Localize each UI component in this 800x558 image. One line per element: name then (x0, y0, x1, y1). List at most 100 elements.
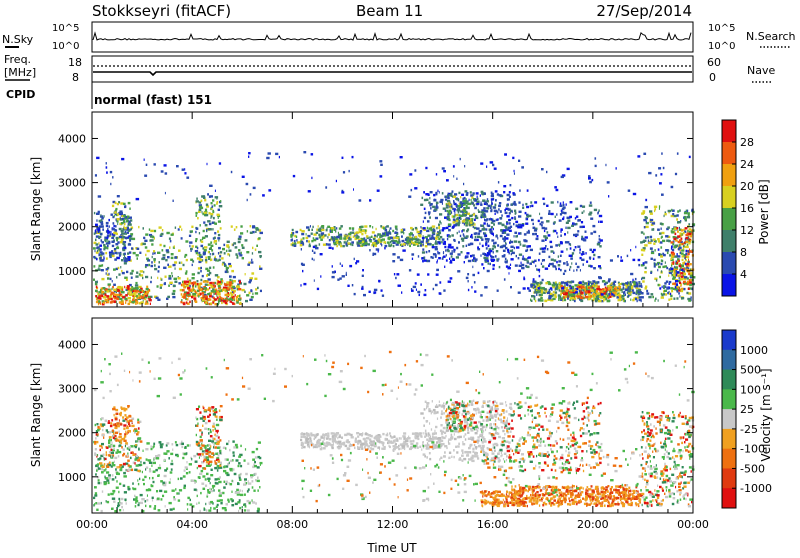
echo-cell (610, 259, 613, 261)
echo-cell (183, 303, 186, 305)
echo-cell (579, 251, 580, 253)
echo-cell (374, 289, 377, 291)
echo-cell (118, 267, 120, 269)
echo-cell (126, 220, 129, 222)
echo-cell (228, 263, 231, 265)
echo-cell (497, 244, 499, 246)
echo-cell (103, 296, 106, 298)
echo-cell (193, 281, 196, 283)
echo-cell (245, 473, 248, 475)
echo-cell (125, 302, 126, 304)
echo-cell (492, 245, 495, 247)
echo-cell (554, 186, 557, 188)
echo-cell (111, 419, 113, 421)
echo-cell (208, 298, 210, 300)
echo-cell (218, 234, 220, 236)
echo-cell (208, 451, 211, 453)
echo-cell (184, 469, 186, 471)
noise-sky-trace (93, 33, 691, 40)
echo-cell (679, 265, 682, 267)
echo-cell (103, 256, 104, 258)
echo-cell (163, 484, 166, 486)
echo-cell (239, 295, 240, 297)
echo-cell (245, 481, 246, 483)
echo-cell (424, 217, 426, 219)
echo-cell (210, 490, 213, 492)
echo-cell (353, 236, 355, 238)
echo-cell (573, 249, 575, 251)
echo-cell (502, 255, 505, 257)
echo-cell (598, 300, 601, 302)
echo-cell (181, 293, 183, 295)
echo-cell (675, 233, 677, 235)
echo-cell (609, 287, 611, 289)
echo-cell (389, 230, 390, 232)
echo-cell (466, 256, 468, 258)
echo-cell (211, 463, 212, 465)
echo-cell (461, 204, 463, 206)
echo-cell (94, 441, 96, 443)
echo-cell (443, 252, 444, 254)
echo-cell (442, 227, 445, 229)
echo-cell (259, 508, 260, 510)
echo-cell (598, 265, 601, 267)
echo-cell (106, 471, 109, 473)
echo-cell (313, 237, 315, 239)
echo-cell (526, 206, 529, 208)
echo-cell (135, 446, 137, 448)
echo-cell (114, 248, 116, 250)
echo-cell (101, 278, 104, 280)
echo-cell (447, 238, 448, 240)
echo-cell (114, 301, 116, 303)
echo-cell (439, 191, 440, 193)
echo-cell (320, 253, 323, 255)
echo-cell (575, 217, 577, 219)
echo-cell (651, 239, 652, 241)
echo-cell (415, 227, 417, 229)
echo-cell (219, 495, 222, 497)
echo-cell (635, 246, 636, 248)
echo-cell (661, 237, 662, 239)
echo-cell (354, 293, 356, 295)
echo-cell (218, 281, 221, 283)
echo-cell (448, 244, 451, 246)
echo-cell (575, 291, 578, 293)
echo-cell (459, 231, 460, 233)
echo-cell (159, 490, 162, 492)
echo-cell (477, 227, 479, 229)
echo-cell (177, 455, 179, 457)
echo-cell (457, 253, 460, 255)
echo-cell (218, 489, 220, 491)
echo-cell (233, 446, 236, 448)
echo-cell (209, 295, 212, 297)
echo-cell (456, 256, 459, 258)
echo-cell (513, 223, 515, 225)
echo-cell (118, 498, 120, 500)
echo-cell (352, 156, 354, 158)
echo-cell (484, 193, 486, 195)
echo-cell (113, 284, 116, 286)
echo-cell (214, 237, 216, 239)
echo-cell (664, 282, 666, 284)
echo-cell (101, 259, 104, 261)
echo-cell (145, 254, 146, 256)
echo-cell (115, 476, 116, 478)
echo-cell (518, 292, 521, 294)
echo-cell (171, 468, 173, 470)
echo-cell (673, 273, 676, 275)
echo-cell (106, 447, 108, 449)
echo-cell (669, 268, 672, 270)
echo-cell (487, 238, 490, 240)
echo-cell (122, 296, 125, 298)
echo-cell (249, 292, 251, 294)
echo-cell (119, 236, 122, 238)
echo-cell (207, 163, 208, 165)
echo-cell (242, 247, 245, 249)
echo-cell (336, 180, 337, 182)
echo-cell (614, 295, 615, 297)
echo-cell (122, 272, 125, 274)
echo-cell (681, 269, 683, 271)
echo-cell (219, 419, 223, 421)
echo-cell (424, 294, 427, 296)
echo-cell (244, 478, 247, 480)
